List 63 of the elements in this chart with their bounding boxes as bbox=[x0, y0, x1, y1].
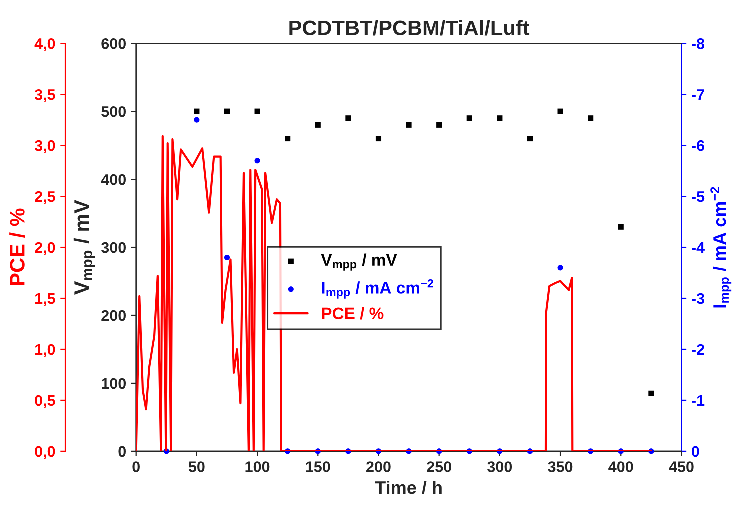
y2-tick-label: 0 bbox=[692, 446, 700, 458]
y-tick-label: 300 bbox=[101, 242, 126, 254]
point bbox=[194, 108, 200, 114]
y3-tick-label: 1,5 bbox=[36, 294, 56, 306]
legend-label: I$_{mpp}$ / mA cm$^{−2}$ bbox=[322, 279, 434, 299]
y-axis-title: V$_{mpp}$ / mV bbox=[74, 200, 96, 295]
y2-tick-label: -2 bbox=[692, 344, 704, 356]
y3-tick-label: 3,5 bbox=[34, 89, 56, 102]
x-axis-title: Time / h bbox=[375, 480, 442, 494]
point bbox=[376, 136, 382, 142]
y2-tick-label: -3 bbox=[692, 293, 704, 304]
point bbox=[436, 122, 442, 128]
y3-tick-label: 2,5 bbox=[35, 191, 56, 204]
y3-tick-label: 0,5 bbox=[35, 395, 56, 408]
x-tick-label: 100 bbox=[246, 462, 270, 472]
point bbox=[497, 116, 503, 122]
y2-tick-label: -7 bbox=[692, 90, 704, 100]
y-tick-label: 0 bbox=[118, 446, 126, 458]
point bbox=[558, 265, 564, 271]
x-tick-label: 450 bbox=[669, 462, 694, 472]
y2-tick-label: -8 bbox=[692, 38, 705, 50]
point bbox=[254, 158, 260, 164]
x-tick-label: 400 bbox=[608, 462, 634, 472]
point bbox=[224, 254, 230, 260]
x-tick-label: 200 bbox=[366, 462, 391, 472]
point bbox=[466, 116, 472, 122]
x-tick-label: 150 bbox=[306, 462, 330, 472]
y-tick-label: 400 bbox=[101, 174, 126, 186]
y-tick-label: 600 bbox=[102, 38, 126, 50]
x-tick-label: 250 bbox=[427, 462, 452, 472]
x-tick-label: 50 bbox=[188, 462, 205, 472]
point bbox=[558, 108, 564, 114]
point bbox=[315, 122, 321, 128]
y-tick-label: 100 bbox=[102, 378, 126, 390]
x-tick-label: 0 bbox=[132, 462, 140, 472]
point bbox=[285, 136, 291, 142]
y2-tick-label: -5 bbox=[692, 192, 705, 202]
x-tick-label: 300 bbox=[488, 462, 512, 472]
y2-tick-label: -6 bbox=[692, 140, 704, 152]
legend-label: V$_{mpp}$ / mV bbox=[321, 254, 398, 271]
y3-tick-label: 3,0 bbox=[34, 140, 56, 154]
point bbox=[194, 117, 200, 123]
point bbox=[588, 116, 594, 122]
point bbox=[254, 108, 260, 114]
chart-title: PCDTBT/PCBM/TiAl/Luft bbox=[290, 20, 530, 36]
point bbox=[406, 122, 412, 128]
y3-axis-title: PCE / % bbox=[10, 208, 26, 286]
point bbox=[346, 116, 352, 122]
point bbox=[527, 136, 534, 142]
point bbox=[224, 108, 230, 114]
point bbox=[648, 390, 654, 396]
y3-tick-label: 4,0 bbox=[34, 38, 56, 52]
y2-axis-title: I$_{mpp}$ / mA cm$^{−2}$ bbox=[710, 187, 732, 308]
y-tick-label: 200 bbox=[102, 310, 126, 322]
y2-tick-label: -1 bbox=[692, 395, 705, 406]
point bbox=[618, 224, 624, 230]
x-tick-label: 350 bbox=[548, 462, 573, 472]
y3-tick-label: 2,0 bbox=[35, 242, 56, 256]
y2-tick-label: -4 bbox=[692, 242, 705, 254]
y-tick-label: 500 bbox=[102, 106, 126, 118]
y3-tick-label: 0,0 bbox=[35, 446, 56, 460]
legend-label: PCE / % bbox=[322, 307, 384, 320]
y3-tick-label: 1,0 bbox=[36, 344, 56, 358]
